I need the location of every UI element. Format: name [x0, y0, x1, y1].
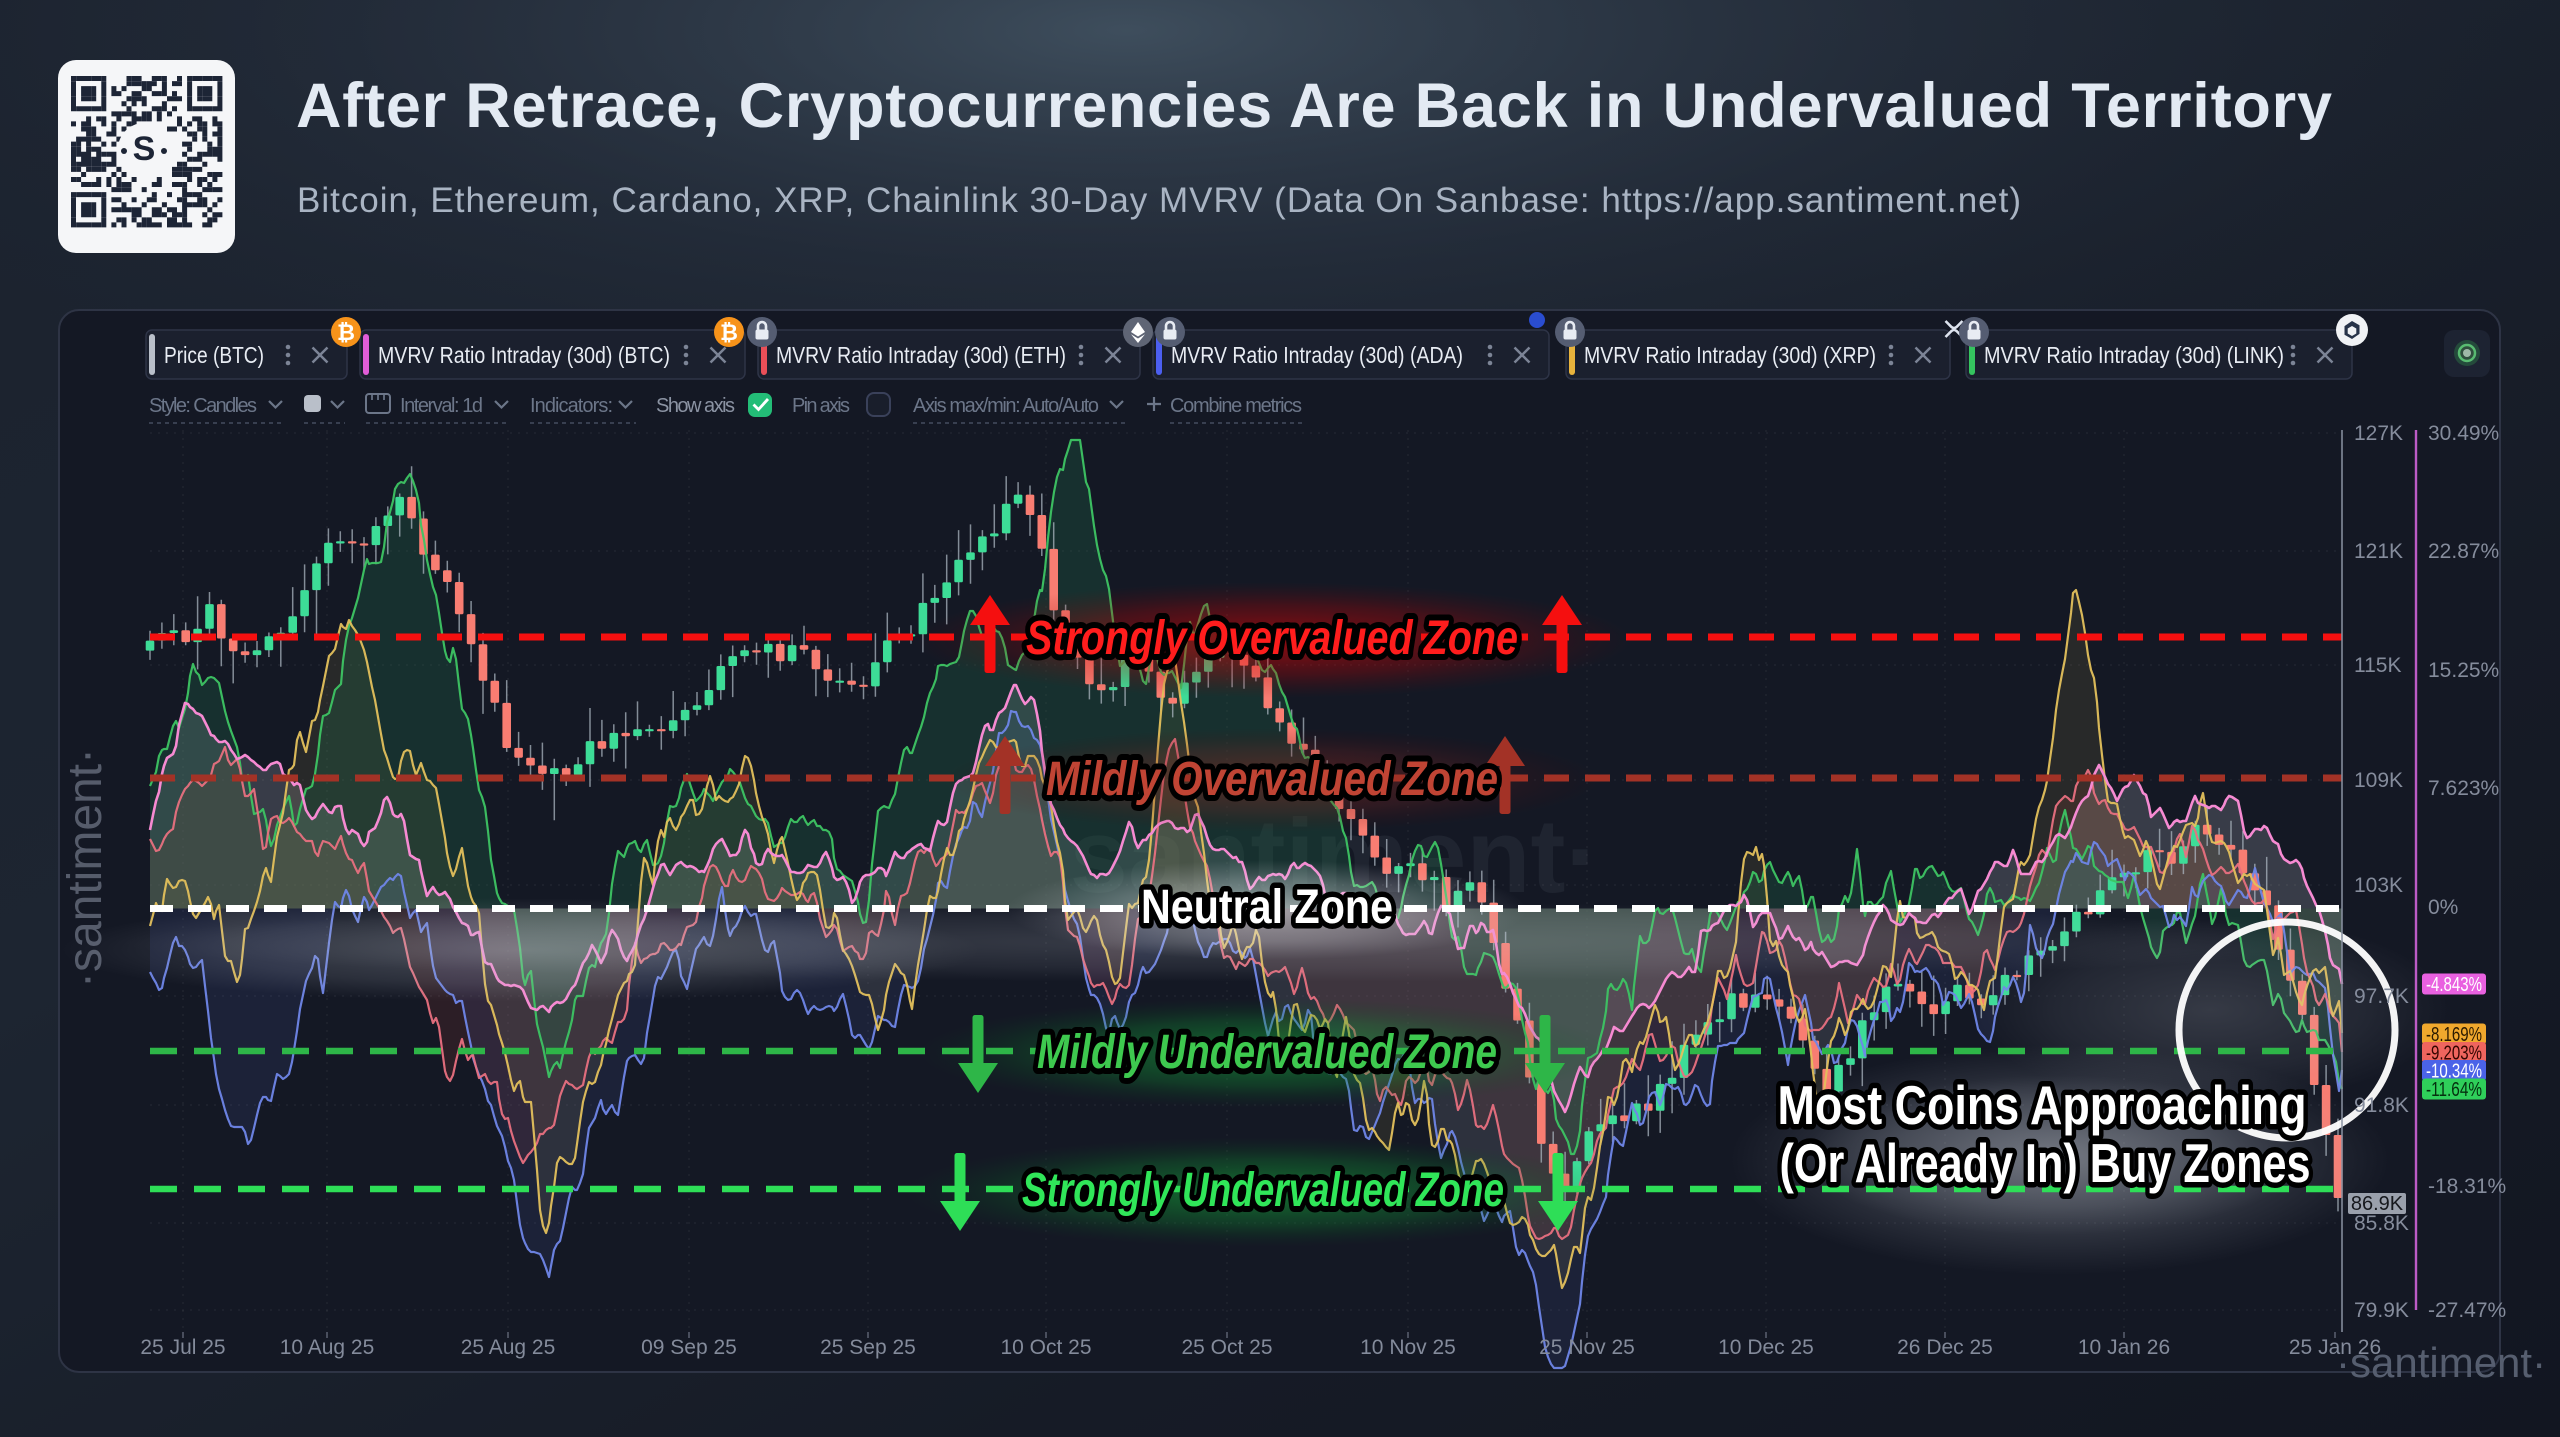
svg-text:85.8K: 85.8K: [2354, 1212, 2409, 1235]
svg-text:10 Jan 26: 10 Jan 26: [2078, 1336, 2170, 1359]
svg-text:-10.34%: -10.34%: [2426, 1061, 2482, 1083]
svg-text:30.49%: 30.49%: [2428, 422, 2499, 445]
svg-text:25 Nov 25: 25 Nov 25: [1539, 1336, 1635, 1359]
svg-text:MVRV Ratio Intraday (30d) (ETH: MVRV Ratio Intraday (30d) (ETH): [776, 342, 1066, 368]
svg-text:Strongly Undervalued Zone: Strongly Undervalued Zone: [1022, 1164, 1504, 1217]
svg-text:MVRV Ratio Intraday (30d) (LIN: MVRV Ratio Intraday (30d) (LINK): [1984, 342, 2284, 368]
svg-text:10 Nov 25: 10 Nov 25: [1360, 1336, 1456, 1359]
svg-text:10 Aug 25: 10 Aug 25: [280, 1336, 375, 1359]
svg-text:26 Dec 25: 26 Dec 25: [1897, 1336, 1993, 1359]
svg-text:-8.169%: -8.169%: [2426, 1024, 2482, 1046]
svg-text:Mildly Undervalued Zone: Mildly Undervalued Zone: [1037, 1026, 1497, 1079]
svg-text:MVRV Ratio Intraday (30d) (ADA: MVRV Ratio Intraday (30d) (ADA): [1171, 342, 1463, 368]
svg-text:103K: 103K: [2354, 874, 2403, 897]
svg-text:(Or Already In) Buy Zones: (Or Already In) Buy Zones: [1780, 1132, 2311, 1194]
svg-text:₿: ₿: [720, 320, 738, 345]
svg-text:91.8K: 91.8K: [2354, 1094, 2409, 1117]
svg-text:15.25%: 15.25%: [2428, 659, 2499, 682]
svg-text:Mildly Overvalued Zone: Mildly Overvalued Zone: [1046, 753, 1498, 806]
svg-text:Most Coins Approaching: Most Coins Approaching: [1778, 1074, 2307, 1136]
svg-text:After Retrace, Cryptocurrencie: After Retrace, Cryptocurrencies Are Back…: [296, 71, 2332, 141]
svg-text:Neutral Zone: Neutral Zone: [1141, 881, 1393, 934]
svg-text:97.7K: 97.7K: [2354, 985, 2409, 1008]
svg-text:Show axis: Show axis: [656, 395, 735, 417]
svg-text:127K: 127K: [2354, 422, 2403, 445]
svg-text:Style: Candles: Style: Candles: [149, 395, 257, 417]
svg-text:79.9K: 79.9K: [2354, 1299, 2409, 1322]
svg-text:Strongly Overvalued Zone: Strongly Overvalued Zone: [1026, 612, 1518, 665]
svg-text:25 Jan 26: 25 Jan 26: [2289, 1336, 2381, 1359]
svg-text:25 Sep 25: 25 Sep 25: [820, 1336, 916, 1359]
svg-text:·santiment·: ·santiment·: [2336, 1339, 2546, 1386]
svg-text:-27.47%: -27.47%: [2428, 1299, 2506, 1322]
svg-text:25 Aug 25: 25 Aug 25: [461, 1336, 556, 1359]
svg-text:Pin axis: Pin axis: [792, 395, 850, 417]
svg-text:MVRV Ratio Intraday (30d) (XRP: MVRV Ratio Intraday (30d) (XRP): [1584, 342, 1876, 368]
svg-text:7.623%: 7.623%: [2428, 777, 2499, 800]
svg-text:0%: 0%: [2428, 896, 2458, 919]
svg-text:25 Oct 25: 25 Oct 25: [1181, 1336, 1272, 1359]
svg-text:22.87%: 22.87%: [2428, 540, 2499, 563]
svg-text:121K: 121K: [2354, 540, 2403, 563]
svg-text:Combine metrics: Combine metrics: [1170, 395, 1302, 417]
svg-text:09 Sep 25: 09 Sep 25: [641, 1336, 737, 1359]
svg-text:Price (BTC): Price (BTC): [164, 342, 264, 368]
svg-text:86.9K: 86.9K: [2351, 1193, 2404, 1215]
svg-text:10 Oct 25: 10 Oct 25: [1000, 1336, 1091, 1359]
svg-text:-9.203%: -9.203%: [2426, 1043, 2482, 1065]
svg-text:-4.843%: -4.843%: [2426, 974, 2482, 996]
svg-text:109K: 109K: [2354, 769, 2403, 792]
svg-text:₿: ₿: [337, 320, 355, 345]
svg-text:10 Dec 25: 10 Dec 25: [1718, 1336, 1814, 1359]
svg-text:Axis max/min: Auto/Auto: Axis max/min: Auto/Auto: [913, 395, 1099, 417]
svg-text:-11.64%: -11.64%: [2426, 1079, 2482, 1101]
svg-text:115K: 115K: [2354, 654, 2402, 677]
svg-text:25 Jul 25: 25 Jul 25: [140, 1336, 225, 1359]
svg-text:MVRV Ratio Intraday (30d) (BTC: MVRV Ratio Intraday (30d) (BTC): [378, 342, 670, 368]
svg-text:Indicators:: Indicators:: [530, 395, 613, 417]
svg-text:Interval: 1d: Interval: 1d: [400, 395, 483, 417]
svg-text:S: S: [133, 130, 156, 168]
svg-text:Bitcoin, Ethereum, Cardano, XR: Bitcoin, Ethereum, Cardano, XRP, Chainli…: [297, 181, 2021, 220]
svg-text:-18.31%: -18.31%: [2428, 1175, 2506, 1198]
